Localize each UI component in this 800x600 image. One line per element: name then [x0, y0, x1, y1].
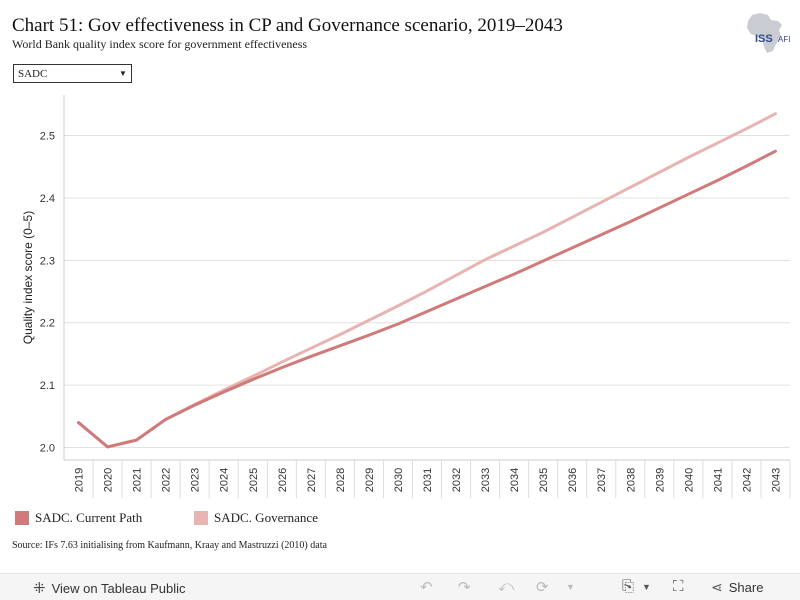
iss-africa-logo: ISS AFI — [747, 13, 790, 53]
y-tick-label: 2.3 — [40, 255, 55, 267]
y-tick-label: 2.1 — [40, 380, 55, 392]
logo-text: ISS — [755, 33, 773, 45]
y-tick-label: 2.4 — [40, 193, 55, 205]
download-icon[interactable]: ⎘ — [622, 578, 635, 595]
series-line-governance[interactable] — [77, 112, 777, 449]
x-tick-label: 2041 — [712, 468, 724, 492]
x-tick-label: 2043 — [770, 468, 782, 492]
share-label: Share — [728, 580, 764, 595]
y-tick-label: 2.2 — [40, 318, 55, 330]
series-lines — [77, 112, 777, 449]
x-tick-label: 2027 — [306, 468, 318, 492]
x-tick-label: 2042 — [741, 468, 753, 492]
legend-label-governance: SADC. Governance — [214, 510, 318, 525]
y-axis-ticks: 2.0 2.1 2.2 2.3 2.4 2.5 — [40, 131, 55, 455]
chevron-down-icon[interactable]: ▼ — [119, 69, 127, 78]
share-icon: ⋖ — [711, 579, 723, 595]
tableau-icon: ⁜ — [33, 580, 46, 597]
line-chart: 2.02.12.22.32.42.5 2019 2020 2021 2022 2023 2… — [21, 95, 791, 498]
x-tick-label: 2019 — [74, 468, 86, 492]
series-line-current-path[interactable] — [77, 149, 777, 449]
region-filter-dropdown[interactable]: SADC ▼ — [13, 64, 132, 83]
view-on-tableau-label: View on Tableau Public — [51, 580, 186, 596]
legend-item-governance[interactable]: SADC. Governance — [194, 510, 318, 526]
x-tick-label: 2029 — [364, 468, 376, 492]
x-tick-label: 2037 — [596, 468, 608, 492]
revert-icon[interactable]: ⤺ — [498, 578, 515, 595]
x-tick-label: 2038 — [625, 468, 637, 492]
x-tick-label: 2022 — [161, 468, 173, 492]
download-dropdown-chevron-icon[interactable]: ▼ — [642, 582, 651, 592]
x-tick-label: 2026 — [277, 468, 289, 492]
source-note: Source: IFs 7.63 initialising from Kaufm… — [12, 540, 327, 551]
refresh-icon[interactable]: ⟳ — [536, 579, 549, 596]
x-tick-label: 2035 — [538, 468, 550, 492]
x-tick-label: 2032 — [451, 468, 463, 492]
y-axis-label: Quality index score (0–5) — [21, 211, 35, 344]
x-tick-label: 2033 — [480, 468, 492, 492]
x-tick-label: 2030 — [393, 468, 405, 492]
x-axis-ticks: 2019 2020 2021 2022 2023 2024 2025 2026 2027 2028… — [74, 460, 791, 498]
legend-item-current-path[interactable]: SADC. Current Path — [15, 510, 142, 526]
legend-swatch-governance — [194, 511, 208, 525]
redo-icon[interactable]: ↷ — [458, 579, 471, 596]
x-tick-label: 2028 — [335, 468, 347, 492]
x-tick-label: 2036 — [567, 468, 579, 492]
logo-suffix: AFI — [778, 35, 790, 44]
grid — [63, 95, 790, 461]
fullscreen-icon[interactable]: ⛶ — [673, 578, 684, 595]
x-tick-label: 2021 — [132, 468, 144, 492]
region-filter-value: SADC — [18, 67, 48, 80]
x-tick-label: 2024 — [219, 468, 231, 492]
x-tick-label: 2020 — [103, 468, 115, 492]
legend-label-current-path: SADC. Current Path — [35, 510, 143, 525]
view-on-tableau-link[interactable]: ⁜ View on Tableau Public — [33, 579, 186, 597]
x-tick-label: 2040 — [683, 468, 695, 492]
x-tick-label: 2034 — [509, 468, 521, 492]
refresh-dropdown-chevron-icon[interactable]: ▼ — [566, 582, 575, 592]
undo-icon[interactable]: ↶ — [420, 579, 433, 596]
x-tick-label: 2031 — [422, 468, 434, 492]
chart-subtitle: World Bank quality index score for gover… — [12, 37, 308, 51]
y-tick-label: 2.0 — [40, 443, 55, 455]
share-button[interactable]: ⋖ Share — [711, 579, 763, 596]
chart-title: Chart 51: Gov effectiveness in CP and Go… — [12, 15, 563, 36]
x-tick-label: 2023 — [190, 468, 202, 492]
x-tick-label: 2039 — [654, 468, 666, 492]
tableau-toolbar: ⁜ View on Tableau Public ↶ ↷ ⤺ ⟳ ▼ ⎘ ▼ ⛶… — [0, 573, 800, 600]
y-tick-label: 2.5 — [40, 131, 55, 143]
legend-swatch-current-path — [15, 511, 29, 525]
x-tick-label: 2025 — [248, 468, 260, 492]
